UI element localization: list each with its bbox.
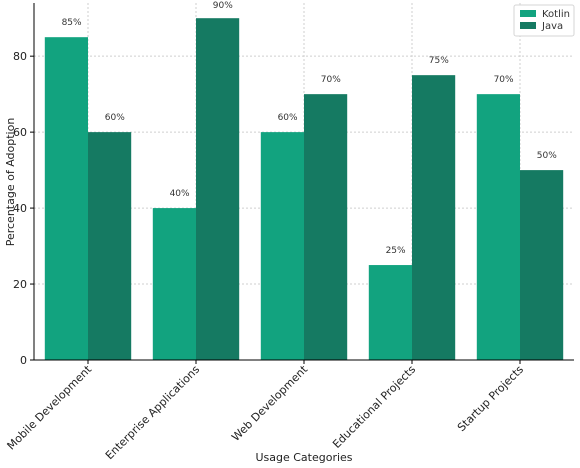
bar-java-web-development: [304, 94, 348, 361]
bars: [44, 18, 564, 361]
bar-java-mobile-development: [88, 132, 132, 360]
data-labels: 85% 40% 60% 25% 70% 60% 90% 70% 75% 50%: [62, 1, 558, 256]
bar-java-enterprise-applications: [196, 18, 240, 360]
legend-label-java: Java: [541, 21, 563, 32]
y-axis-label: Percentage of Adoption: [4, 118, 17, 247]
x-ticks: Mobile Development Enterprise Application…: [5, 360, 526, 462]
data-label-java-educational-projects: 75%: [429, 56, 449, 66]
x-tick-label-web-development: Web Development: [229, 362, 310, 443]
data-label-kotlin-educational-projects: 25%: [386, 246, 406, 256]
data-label-kotlin-mobile-development: 85%: [62, 18, 82, 28]
bar-kotlin-educational-projects: [368, 265, 412, 360]
data-label-java-enterprise-applications: 90%: [213, 1, 233, 11]
y-tick-label-0: 0: [20, 354, 27, 367]
x-tick-label-educational-projects: Educational Projects: [330, 363, 418, 451]
legend-swatch-java: [520, 22, 536, 29]
data-label-kotlin-web-development: 60%: [278, 113, 298, 123]
y-tick-label-20: 20: [13, 278, 27, 291]
bar-kotlin-web-development: [260, 132, 304, 360]
data-label-kotlin-enterprise-applications: 40%: [170, 189, 190, 199]
data-label-java-mobile-development: 60%: [105, 113, 125, 123]
y-tick-label-60: 60: [13, 126, 27, 139]
bar-kotlin-mobile-development: [44, 37, 88, 361]
y-tick-label-80: 80: [13, 50, 27, 63]
legend: Kotlin Java: [513, 4, 575, 37]
x-axis-label: Usage Categories: [255, 451, 352, 464]
legend-swatch-kotlin: [520, 10, 536, 17]
y-ticks: 0 20 40 60 80: [13, 50, 34, 367]
bar-kotlin-enterprise-applications: [152, 208, 196, 360]
data-label-kotlin-startup-projects: 70%: [494, 75, 514, 85]
x-tick-label-mobile-development: Mobile Development: [5, 362, 95, 452]
x-tick-label-enterprise-applications: Enterprise Applications: [103, 363, 202, 462]
bar-java-startup-projects: [520, 170, 564, 360]
data-label-java-startup-projects: 50%: [537, 151, 557, 161]
data-label-java-web-development: 70%: [321, 75, 341, 85]
y-tick-label-40: 40: [13, 202, 27, 215]
bar-java-educational-projects: [412, 75, 456, 360]
bar-kotlin-startup-projects: [476, 94, 520, 361]
x-tick-label-startup-projects: Startup Projects: [455, 363, 526, 434]
legend-label-kotlin: Kotlin: [542, 9, 570, 20]
